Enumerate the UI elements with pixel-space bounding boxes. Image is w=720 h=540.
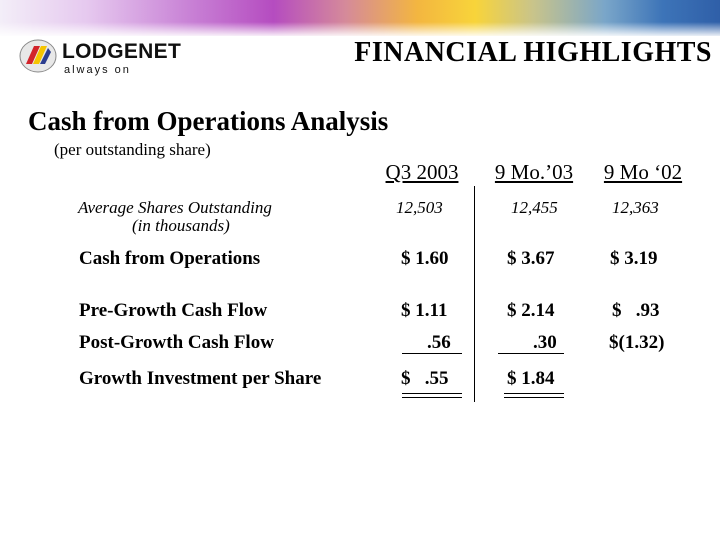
cash-ops-9mo-02: $ 3.19 xyxy=(610,248,658,269)
avg-shares-9mo-03: 12,455 xyxy=(511,198,558,217)
post-growth-9mo-03: .30 xyxy=(533,332,557,353)
section-title: Cash from Operations Analysis xyxy=(28,106,389,136)
cash-ops-q3-2003: $ 1.60 xyxy=(401,248,449,269)
section-subtitle: (per outstanding share) xyxy=(54,140,211,159)
column-divider xyxy=(474,186,475,402)
row-label-growth-investment-per-share: Growth Investment per Share xyxy=(79,368,322,389)
double-underline-q3-2003 xyxy=(402,393,462,398)
cash-ops-9mo-03: $ 3.67 xyxy=(507,248,555,269)
logo-tagline: always on xyxy=(64,64,131,76)
pre-growth-q3-2003: $ 1.11 xyxy=(401,300,448,321)
header-banner xyxy=(0,0,720,36)
column-header-9mo-02: 9 Mo ‘02 xyxy=(603,160,683,184)
lodgenet-logo-icon xyxy=(19,39,57,73)
page-title: FINANCIAL HIGHLIGHTS xyxy=(354,37,712,68)
row-sublabel-in-thousands: (in thousands) xyxy=(132,216,230,235)
post-growth-9mo-02: $(1.32) xyxy=(609,332,665,353)
column-header-q3-2003: Q3 2003 xyxy=(385,160,459,184)
row-label-average-shares: Average Shares Outstanding xyxy=(78,198,272,217)
pre-growth-9mo-03: $ 2.14 xyxy=(507,300,555,321)
growth-inv-q3-2003: $ .55 xyxy=(401,368,449,389)
underline-q3-2003 xyxy=(402,353,462,354)
row-label-pre-growth-cash-flow: Pre-Growth Cash Flow xyxy=(79,300,268,321)
column-header-9mo-03: 9 Mo.’03 xyxy=(494,160,574,184)
post-growth-q3-2003: .56 xyxy=(427,332,451,353)
growth-inv-9mo-03: $ 1.84 xyxy=(507,368,555,389)
pre-growth-9mo-02: $ .93 xyxy=(612,300,660,321)
avg-shares-9mo-02: 12,363 xyxy=(612,198,659,217)
underline-9mo-03 xyxy=(498,353,564,354)
logo-wordmark: LODGENET xyxy=(62,40,182,63)
row-label-cash-from-operations: Cash from Operations xyxy=(79,248,261,269)
row-label-post-growth-cash-flow: Post-Growth Cash Flow xyxy=(79,332,274,353)
avg-shares-q3-2003: 12,503 xyxy=(396,198,443,217)
lodgenet-logo: LODGENET always on xyxy=(18,38,182,80)
double-underline-9mo-03 xyxy=(504,393,564,398)
